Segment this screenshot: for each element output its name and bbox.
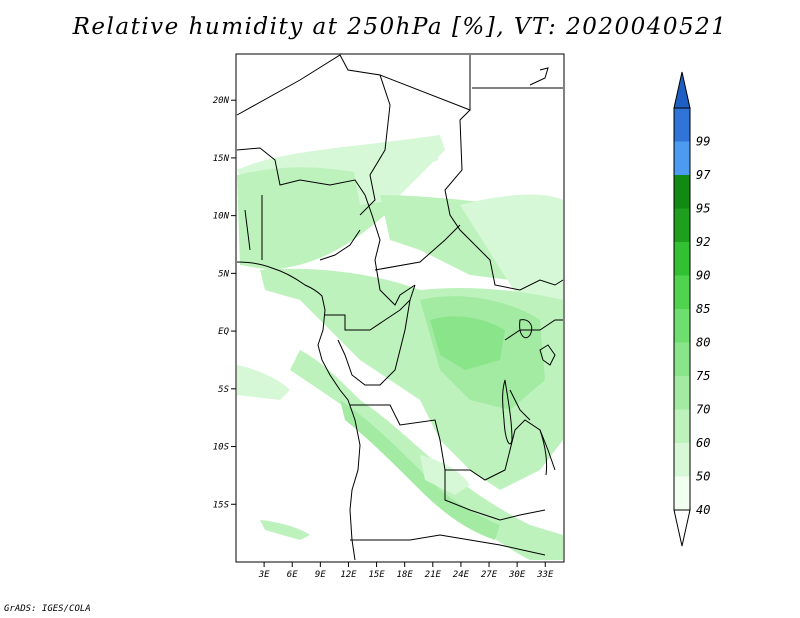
lat-tick-label: 15S [213,500,230,510]
legend-label: 60 [696,436,710,450]
legend-swatch [674,342,690,376]
lon-tick-label: 27E [481,570,498,580]
legend-label: 97 [696,168,711,182]
lon-tick-label: 12E [340,570,357,580]
legend-label: 50 [696,470,710,484]
map-frame [235,53,565,563]
coastline [529,67,549,86]
country-border [374,224,461,271]
country-border [444,109,564,291]
lat-tick-label: 5N [218,269,229,279]
lon-tick-label: 6E [287,570,298,580]
country-border [319,229,361,261]
legend-swatch [674,376,690,410]
legend-label: 92 [696,235,710,249]
legend-frame [673,107,691,511]
lon-tick-label: 9E [315,570,326,580]
legend-label: 90 [696,269,710,283]
humidity-region [350,135,445,205]
humidity-field-layer [237,135,563,560]
color-legend: 40 50 60 70 75 80 85 90 92 95 97 99 [673,71,711,547]
country-border [236,147,416,306]
lat-tick-label: 10N [213,212,230,222]
lat-tick-label: 15N [213,154,230,164]
legend-swatch [674,242,690,276]
legend-label: 85 [696,302,710,316]
legend-label: 40 [696,503,710,517]
legend-swatch [674,108,690,142]
country-border [236,54,391,216]
country-border [444,470,546,521]
legend-above-arrow [673,71,691,109]
lat-tick-label: 5S [218,385,229,395]
lon-tick-label: 15E [368,570,385,580]
legend-swatch [674,208,690,242]
legend-label: 80 [696,336,710,350]
chart-title: Relative humidity at 250hPa [%], VT: 202… [72,14,728,40]
legend-swatch [674,175,690,209]
humidity-region [460,194,563,300]
country-border [350,534,546,556]
lat-tick-label: EQ [218,327,229,337]
lake [519,319,533,339]
lon-tick-group: 3E 6E 9E 12E 15E 18E 21E 24E 27E 30E 33E [258,562,554,580]
lon-tick-label: 33E [536,570,554,580]
legend-swatch [674,309,690,343]
lon-tick-label: 21E [425,570,442,580]
legend-label: 99 [696,135,710,149]
country-border [325,284,416,386]
legend-label: 95 [696,202,710,216]
legend-swatch [674,476,690,510]
lat-tick-label: 10S [213,443,230,453]
coastline [236,261,361,561]
humidity-region [290,350,563,560]
legend-swatch [674,409,690,443]
humidity-region [260,520,310,540]
legend-swatch [674,443,690,477]
lon-tick-label: 18E [397,570,414,580]
credit-footer: GrADS: IGES/COLA [4,604,91,614]
country-border [504,319,563,341]
legend-swatch [674,275,690,309]
lake [539,429,548,476]
humidity-region [340,400,500,540]
map-frame-group: 20N 15N 10N 5N EQ 5S 10S 15S 3E 6E 9E 12E 15E 18E 21E… [213,53,565,580]
legend-label: 75 [696,369,710,383]
legend-below-arrow [673,509,691,547]
legend-swatch [674,141,690,175]
country-border [350,404,556,481]
lat-tick-label: 20N [213,96,230,106]
country-border [379,55,471,111]
lake [502,379,513,445]
country-border [244,209,251,251]
lon-tick-label: 30E [508,570,526,580]
lon-tick-label: 24E [453,570,470,580]
humidity-region [237,167,395,270]
lat-tick-group: 20N 15N 10N 5N EQ 5S 10S 15S [213,96,236,510]
coastline-and-borders [236,54,564,561]
coastline [539,344,556,366]
humidity-region [237,365,290,400]
lon-tick-label: 3E [258,570,270,580]
country-border [509,389,531,421]
humidity-region [430,316,505,370]
legend-label: 70 [696,403,710,417]
